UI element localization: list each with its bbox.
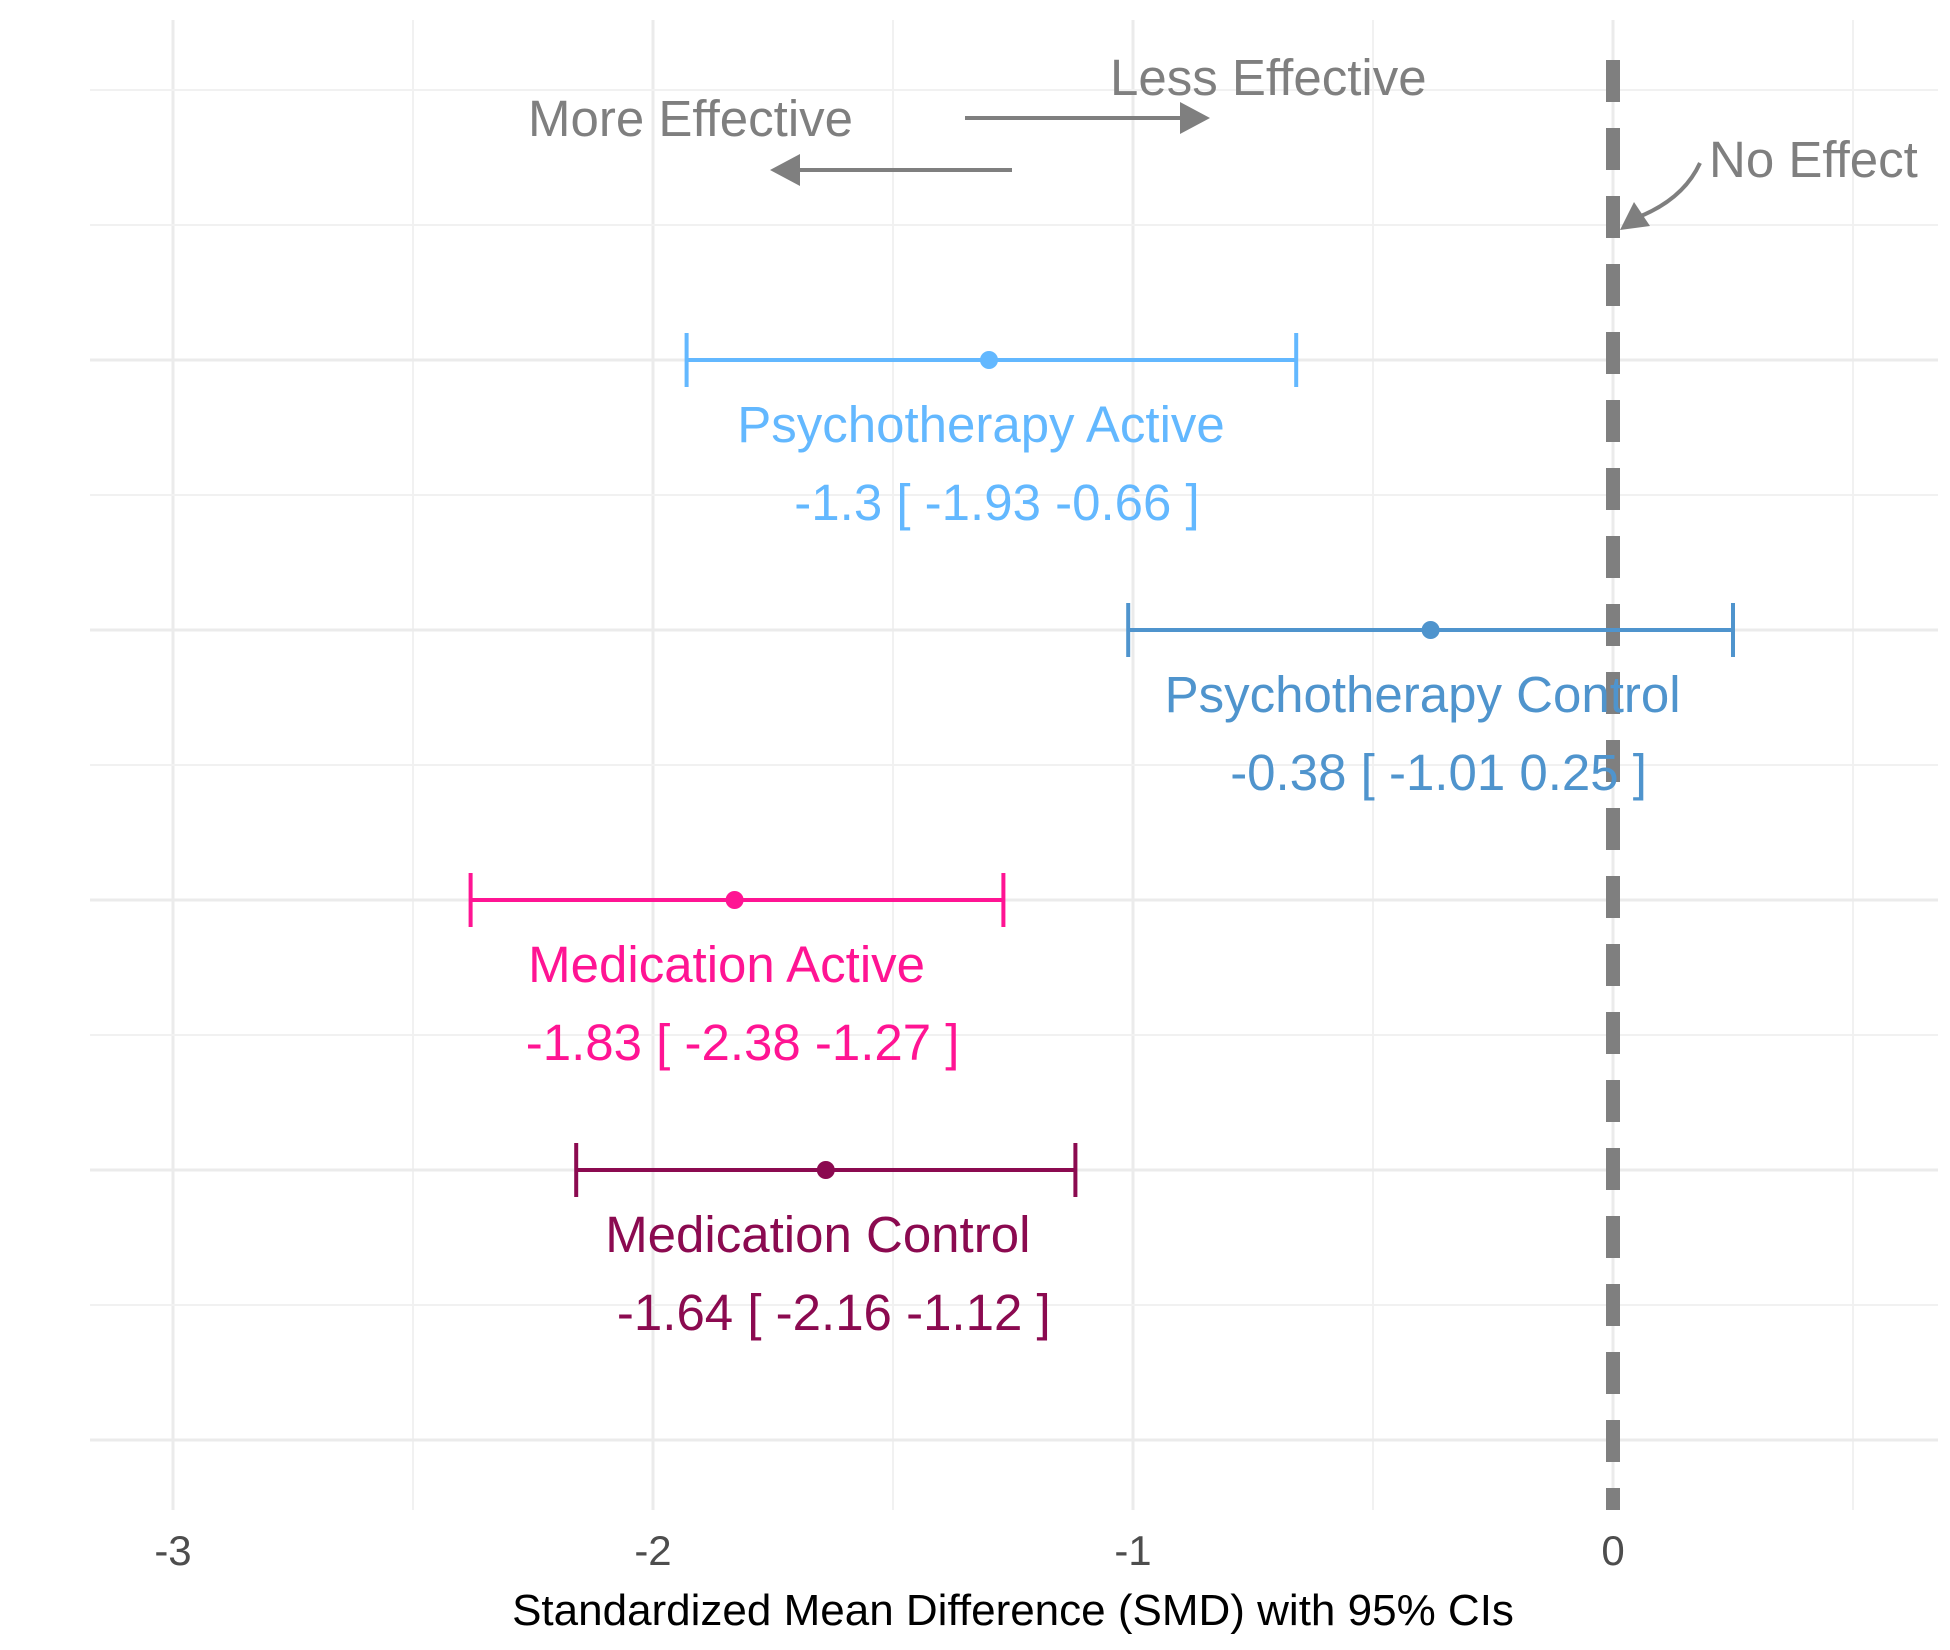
arrow-right-icon	[965, 102, 1210, 134]
series-ci-label: -1.83 [ -2.38 -1.27 ]	[526, 1014, 960, 1071]
series-psychotherapy-active: Psychotherapy Active -1.3 [ -1.93 -0.66 ]	[684, 333, 1299, 531]
series-medication-active: Medication Active -1.83 [ -2.38 -1.27 ]	[468, 873, 1006, 1071]
point-estimate	[725, 891, 744, 909]
no-effect-annotation: No Effect	[1709, 131, 1918, 188]
series-name-label: Psychotherapy Active	[737, 396, 1225, 453]
point-estimate	[1421, 621, 1440, 639]
annotation-layer: Less Effective More Effective No Effect	[528, 49, 1918, 230]
series-ci-label: -0.38 [ -1.01 0.25 ]	[1230, 744, 1647, 801]
series-psychotherapy-control: Psychotherapy Control -0.38 [ -1.01 0.25 …	[1126, 603, 1735, 801]
series-ci-label: -1.64 [ -2.16 -1.12 ]	[617, 1284, 1051, 1341]
series-layer: Psychotherapy Active -1.3 [ -1.93 -0.66 ]…	[468, 333, 1735, 1341]
less-effective-annotation: Less Effective	[1110, 49, 1427, 106]
x-tick-label: -1	[1114, 1527, 1151, 1574]
series-medication-control: Medication Control -1.64 [ -2.16 -1.12 ]	[574, 1143, 1078, 1341]
more-effective-annotation: More Effective	[528, 90, 853, 147]
x-tick-label: 0	[1601, 1527, 1624, 1574]
point-estimate	[980, 351, 998, 369]
x-axis: Standardized Mean Difference (SMD) with …	[154, 1527, 1624, 1635]
series-name-label: Medication Active	[528, 936, 925, 993]
series-name-label: Medication Control	[605, 1206, 1030, 1263]
point-estimate	[816, 1161, 835, 1179]
series-name-label: Psychotherapy Control	[1165, 666, 1681, 723]
x-tick-label: -3	[154, 1527, 191, 1574]
x-axis-title: Standardized Mean Difference (SMD) with …	[512, 1586, 1514, 1635]
grid-lines	[90, 20, 1938, 1510]
x-tick-label: -2	[634, 1527, 671, 1574]
arrow-left-icon	[770, 154, 1012, 186]
curved-arrow-icon	[1620, 162, 1702, 230]
series-ci-label: -1.3 [ -1.93 -0.66 ]	[794, 474, 1199, 531]
